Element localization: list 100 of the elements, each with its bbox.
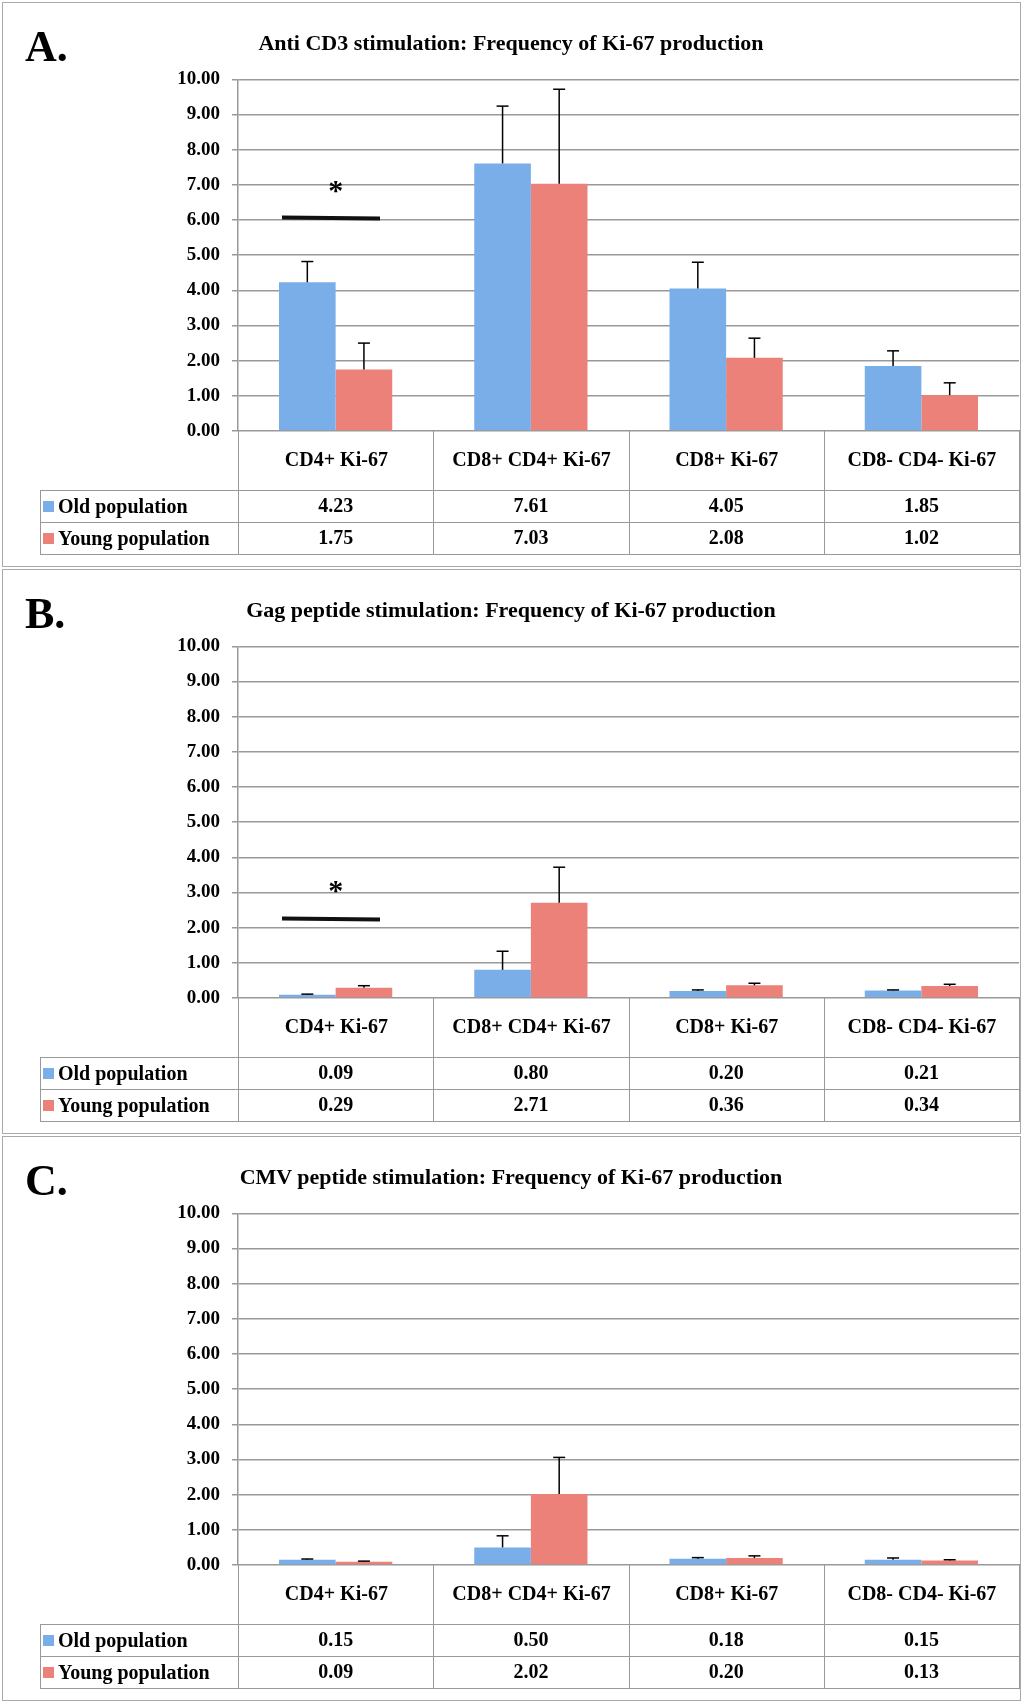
data-label: 4.23 (318, 494, 354, 517)
y-tick-label: 0.00 (186, 985, 220, 1007)
data-label: 1.02 (903, 526, 939, 549)
data-label: 0.20 (708, 1061, 744, 1084)
chart-title: Anti CD3 stimulation: Frequency of Ki-67 production (258, 29, 764, 55)
data-label: 0.36 (708, 1093, 744, 1116)
bar (921, 986, 978, 998)
annotation: * (328, 873, 344, 907)
data-label: 1.85 (903, 494, 939, 517)
bar (530, 1493, 588, 1565)
bar (335, 369, 393, 431)
y-tick-label: 9.00 (186, 669, 220, 691)
data-label: 2.08 (708, 526, 744, 549)
y-tick-label: 9.00 (186, 1236, 220, 1258)
y-tick-label: 3.00 (186, 313, 220, 335)
y-tick-label: 0.00 (186, 1552, 220, 1574)
bar (474, 1547, 531, 1565)
y-tick-label: 2.00 (186, 915, 220, 937)
y-tick-label: 1.00 (186, 1517, 220, 1539)
text: A. (25, 21, 68, 72)
legend-label: Old population (40, 490, 239, 522)
data-label: 0.29 (318, 1093, 354, 1116)
x-tick-label: CD8+ CD4+ Ki-67 (433, 1564, 630, 1624)
legend-label: Old population (40, 1624, 239, 1656)
y-tick-label: 4.00 (186, 1412, 220, 1434)
y-tick-label: 1.00 (186, 383, 220, 405)
data-label: 0.15 (318, 1628, 354, 1651)
y-tick-label: 1.00 (186, 950, 220, 972)
legend-label: Young population (40, 1089, 239, 1121)
data-label: 0.50 (513, 1628, 549, 1651)
bar (335, 987, 393, 998)
data-label: 4.05 (708, 494, 744, 517)
bar (726, 1557, 783, 1565)
data-label: 0.09 (318, 1061, 354, 1084)
data-label: 0.18 (708, 1628, 744, 1651)
data-label: 0.34 (903, 1093, 939, 1116)
x-tick-label: CD8+ Ki-67 (629, 1564, 825, 1624)
y-tick-label: 8.00 (186, 137, 220, 159)
y-tick-label: 8.00 (186, 704, 220, 726)
bar (864, 365, 922, 431)
y-tick-label: 10.00 (177, 1201, 220, 1223)
y-tick-label: 7.00 (186, 172, 220, 194)
x-tick-label: CD8- CD4- Ki-67 (824, 430, 1020, 490)
data-label: 7.03 (513, 526, 549, 549)
x-tick-label: CD4+ Ki-67 (238, 1564, 434, 1624)
y-tick-label: 3.00 (186, 880, 220, 902)
legend-label: Old population (40, 1057, 239, 1089)
text: B. (25, 588, 66, 639)
y-tick-label: 8.00 (186, 1271, 220, 1293)
bar (726, 357, 783, 431)
data-label: 2.02 (513, 1660, 549, 1683)
data-label: 0.80 (513, 1061, 549, 1084)
y-tick-label: 6.00 (186, 207, 220, 229)
y-tick-label: 10.00 (177, 67, 220, 89)
chart-title: CMV peptide stimulation: Frequency of Ki-67 production (239, 1163, 783, 1189)
bar (669, 990, 727, 998)
x-tick-label: CD8+ Ki-67 (629, 430, 825, 490)
y-tick-label: 5.00 (186, 243, 220, 265)
bar (921, 395, 978, 431)
y-tick-label: 4.00 (186, 845, 220, 867)
chart-title: Gag peptide stimulation: Frequency of Ki-67 production (246, 596, 776, 622)
y-tick-label: 2.00 (186, 1482, 220, 1504)
x-tick-label: CD8+ CD4+ Ki-67 (433, 997, 630, 1057)
y-tick-label: 10.00 (177, 634, 220, 656)
bar (279, 282, 336, 431)
legend-label: Young population (40, 1656, 239, 1688)
data-label: 0.13 (903, 1660, 939, 1683)
bar (726, 985, 783, 998)
data-label: 0.09 (318, 1660, 354, 1683)
y-tick-label: 5.00 (186, 1377, 220, 1399)
y-tick-label: 2.00 (186, 348, 220, 370)
data-label: 0.21 (903, 1061, 939, 1084)
y-tick-label: 0.00 (186, 418, 220, 440)
bar (669, 288, 727, 431)
annotation: * (328, 172, 344, 206)
y-tick-label: 3.00 (186, 1447, 220, 1469)
x-tick-label: CD8+ Ki-67 (629, 997, 825, 1057)
y-tick-label: 7.00 (186, 739, 220, 761)
y-tick-label: 6.00 (186, 774, 220, 796)
data-label: 0.15 (903, 1628, 939, 1651)
bar (530, 183, 588, 431)
data-label: 0.20 (708, 1660, 744, 1683)
y-tick-label: 6.00 (186, 1341, 220, 1363)
x-tick-label: CD8- CD4- Ki-67 (824, 997, 1020, 1057)
legend-label: Young population (40, 522, 239, 554)
text: C. (25, 1155, 68, 1206)
x-tick-label: CD4+ Ki-67 (238, 997, 434, 1057)
bar (530, 902, 588, 998)
x-tick-label: CD8+ CD4+ Ki-67 (433, 430, 630, 490)
y-tick-label: 7.00 (186, 1306, 220, 1328)
bar (474, 969, 531, 998)
y-tick-label: 9.00 (186, 102, 220, 124)
x-tick-label: CD4+ Ki-67 (238, 430, 434, 490)
y-tick-label: 5.00 (186, 810, 220, 832)
y-tick-label: 4.00 (186, 278, 220, 300)
data-label: 7.61 (513, 494, 549, 517)
data-label: 2.71 (513, 1093, 549, 1116)
bar (474, 163, 531, 431)
bar (921, 1560, 978, 1565)
data-label: 1.75 (318, 526, 354, 549)
